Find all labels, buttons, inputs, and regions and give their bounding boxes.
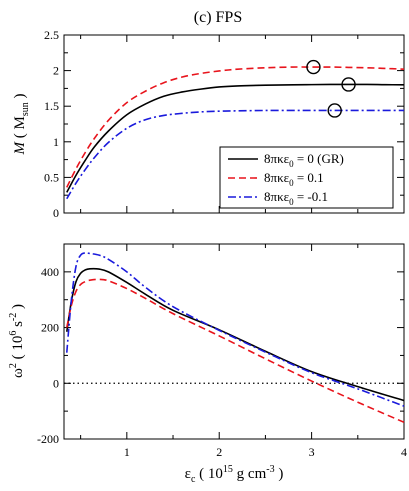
- y-tick-label: 0: [53, 206, 59, 220]
- series-line: [66, 83, 405, 193]
- max-mass-marker: [327, 103, 342, 118]
- y-tick-label: 2: [53, 64, 59, 78]
- y-tick-label: 2.5: [44, 28, 59, 42]
- max-mass-marker: [306, 59, 321, 75]
- x-tick-label: 2: [216, 445, 222, 459]
- top-max-mass-markers: [306, 59, 356, 118]
- x-tick-label: 1: [124, 445, 130, 459]
- top-axis-ticks: 0 0.5 1 1.5 2 2.5: [44, 28, 405, 220]
- y-tick-label: 1: [53, 135, 59, 149]
- series-line: [65, 278, 405, 424]
- y-tick-label: 400: [41, 265, 59, 279]
- y-tick-label: 1.5: [44, 99, 59, 113]
- legend-entry-label: 8πκε0 = -0.1: [264, 189, 328, 207]
- bottom-omega-panel: 1 2 3 4 -200 0 200 400 ω2 ( 106 s-2 ): [8, 243, 407, 459]
- legend-entry-label: 8πκε0 = 0 (GR): [264, 151, 344, 169]
- max-mass-marker: [341, 77, 356, 92]
- x-tick-label: 3: [309, 445, 315, 459]
- y-tick-label: 200: [41, 321, 59, 335]
- y-tick-label: 0: [53, 376, 59, 390]
- bottom-series-lines: [65, 252, 405, 424]
- top-mass-panel: 00.511.522.5 M ( Msun ) 8πκε0 = 0 (GR)8π…: [12, 28, 405, 220]
- bottom-plot-frame: [63, 243, 405, 440]
- series-line: [65, 267, 405, 402]
- bottom-y-axis-label: ω2 ( 106 s-2 ): [8, 304, 26, 378]
- top-series-lines: [66, 66, 405, 200]
- series-line: [65, 252, 405, 407]
- x-tick-label: 4: [401, 445, 407, 459]
- series-line: [66, 109, 404, 200]
- x-axis-label: εc ( 1015 g cm-3 ): [185, 464, 284, 485]
- series-line: [66, 66, 405, 188]
- legend-entry-label: 8πκε0 = 0.1: [264, 170, 324, 188]
- bottom-axis-ticks: 1 2 3 4 -200 0 200 400: [37, 243, 407, 459]
- y-tick-label: 0.5: [44, 170, 59, 184]
- figure-title: (c) FPS: [194, 9, 242, 26]
- y-tick-label: -200: [37, 432, 59, 446]
- legend-box: [219, 146, 394, 209]
- top-y-axis-label: M ( Msun ): [12, 94, 31, 156]
